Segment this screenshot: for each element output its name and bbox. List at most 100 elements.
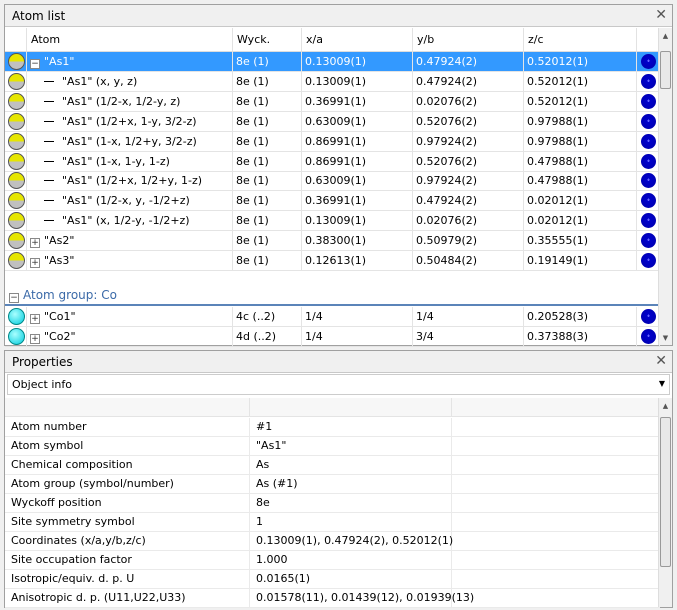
- atom-name-cell[interactable]: + "As2": [27, 231, 233, 251]
- visibility-sphere-icon[interactable]: [641, 113, 656, 129]
- marker-cell[interactable]: [637, 111, 660, 131]
- table-row[interactable]: "As1" (x, y, z) 8e (1) 0.13009(1) 0.47924(2…: [5, 71, 660, 92]
- cell-z: 0.97988(1): [524, 131, 637, 151]
- object-info-dropdown[interactable]: Object info ▼: [7, 374, 670, 395]
- table-row[interactable]: + "Co1" 4c (..2) 1/4 1/4 0.20528(3): [5, 307, 660, 327]
- visibility-sphere-icon[interactable]: [641, 213, 656, 229]
- atom-group-co[interactable]: − Atom group: Co: [5, 284, 660, 306]
- marker-cell[interactable]: [637, 307, 660, 326]
- expand-icon[interactable]: +: [30, 333, 40, 344]
- visibility-sphere-icon[interactable]: [641, 328, 656, 344]
- properties-scrollbar[interactable]: ▲: [658, 398, 672, 607]
- marker-cell[interactable]: [637, 326, 660, 346]
- atom-name-cell[interactable]: "As1" (1/2+x, 1-y, 3/2-z): [27, 111, 233, 131]
- atom-name-cell[interactable]: "As1" (x, y, z): [27, 71, 233, 91]
- atom-name-cell[interactable]: "As1" (1/2-x, y, -1/2+z): [27, 191, 233, 211]
- atom-name-cell[interactable]: "As1" (x, 1/2-y, -1/2+z): [27, 211, 233, 231]
- atom-list-panel: Atom list ✕ Atom Wyck. x/a y/b z/c − "As1"…: [4, 4, 673, 347]
- expand-icon[interactable]: +: [30, 258, 40, 268]
- cell-x: 0.63009(1): [302, 171, 413, 191]
- marker-cell[interactable]: [637, 211, 660, 231]
- table-row[interactable]: "As1" (1-x, 1/2+y, 3/2-z) 8e (1) 0.86991(1…: [5, 131, 660, 152]
- collapse-icon[interactable]: −: [9, 293, 19, 303]
- visibility-sphere-icon[interactable]: [641, 73, 656, 89]
- atom-label: "As1" (x, y, z): [62, 74, 138, 88]
- marker-cell[interactable]: [637, 151, 660, 171]
- expand-icon[interactable]: +: [30, 238, 40, 249]
- atom-name-cell[interactable]: "As1" (1/2-x, 1/2-y, z): [27, 91, 233, 111]
- visibility-sphere-icon[interactable]: [641, 253, 656, 268]
- property-value[interactable]: 0.13009(1), 0.47924(2), 0.52012(1): [250, 532, 453, 550]
- property-row: Anisotropic d. p. (U11,U22,U33) 0.01578(1…: [5, 589, 660, 608]
- table-row[interactable]: "As1" (x, 1/2-y, -1/2+z) 8e (1) 0.13009(1)…: [5, 211, 660, 232]
- table-row[interactable]: "As1" (1/2-x, 1/2-y, z) 8e (1) 0.36991(1) 0…: [5, 91, 660, 112]
- scroll-up-icon[interactable]: ▲: [662, 402, 669, 410]
- header-zc[interactable]: z/c: [524, 28, 637, 51]
- visibility-sphere-icon[interactable]: [641, 233, 656, 249]
- visibility-sphere-icon[interactable]: [641, 153, 656, 169]
- visibility-sphere-icon[interactable]: [641, 309, 656, 324]
- close-icon[interactable]: ✕: [655, 353, 667, 369]
- property-value[interactable]: 8e: [250, 494, 452, 512]
- atom-name-cell[interactable]: + "Co1": [27, 307, 233, 326]
- table-row[interactable]: + "Co2" 4d (..2) 1/4 3/4 0.37388(3): [5, 326, 660, 347]
- header-atom[interactable]: Atom: [27, 28, 233, 51]
- close-icon[interactable]: ✕: [655, 7, 667, 23]
- cell-x: 0.36991(1): [302, 191, 413, 211]
- property-value[interactable]: 1: [250, 513, 452, 531]
- cell-x: 0.38300(1): [302, 231, 413, 251]
- header-yb[interactable]: y/b: [413, 28, 524, 51]
- property-value[interactable]: As (#1): [250, 475, 452, 493]
- property-value[interactable]: 0.01578(11), 0.01439(12), 0.01939(13): [250, 589, 474, 607]
- atom-icon-cell: [5, 171, 27, 191]
- visibility-sphere-icon[interactable]: [641, 54, 656, 69]
- property-value[interactable]: "As1": [250, 437, 452, 455]
- table-row[interactable]: − "As1" 8e (1) 0.13009(1) 0.47924(2) 0.52012(…: [5, 52, 660, 72]
- expand-icon[interactable]: +: [30, 314, 40, 324]
- atom-name-cell[interactable]: "As1" (1-x, 1/2+y, 3/2-z): [27, 131, 233, 151]
- property-value[interactable]: 0.0165(1): [250, 570, 452, 588]
- property-value[interactable]: 1.000: [250, 551, 452, 569]
- marker-cell[interactable]: [637, 231, 660, 251]
- marker-cell[interactable]: [637, 191, 660, 211]
- visibility-sphere-icon[interactable]: [641, 193, 656, 209]
- cell-wyck: 8e (1): [233, 191, 302, 211]
- collapse-icon[interactable]: −: [30, 59, 40, 69]
- visibility-sphere-icon[interactable]: [641, 133, 656, 149]
- atom-icon-cell: [5, 191, 27, 211]
- atom-name-cell[interactable]: "As1" (1/2+x, 1/2+y, 1-z): [27, 171, 233, 191]
- group-label: Atom group: Co: [23, 288, 117, 302]
- table-row[interactable]: "As1" (1-x, 1-y, 1-z) 8e (1) 0.86991(1) 0.5…: [5, 151, 660, 172]
- table-row[interactable]: + "As3" 8e (1) 0.12613(1) 0.50484(2) 0.19149(…: [5, 251, 660, 271]
- marker-cell[interactable]: [637, 71, 660, 91]
- visibility-sphere-icon[interactable]: [641, 173, 656, 189]
- table-row[interactable]: + "As2" 8e (1) 0.38300(1) 0.50979(2) 0.35555(…: [5, 231, 660, 252]
- visibility-sphere-icon[interactable]: [641, 93, 656, 109]
- table-row[interactable]: "As1" (1/2+x, 1-y, 3/2-z) 8e (1) 0.63009(1…: [5, 111, 660, 132]
- scroll-up-icon[interactable]: ▲: [662, 32, 669, 40]
- atom-name-cell[interactable]: "As1" (1-x, 1-y, 1-z): [27, 151, 233, 171]
- property-label: Chemical composition: [5, 456, 250, 474]
- atom-name-cell[interactable]: − "As1": [27, 52, 233, 71]
- property-value[interactable]: As: [250, 456, 452, 474]
- cell-wyck: 4d (..2): [233, 326, 302, 346]
- property-value[interactable]: #1: [250, 418, 452, 436]
- scroll-down-icon[interactable]: ▼: [662, 334, 669, 342]
- table-row[interactable]: "As1" (1/2-x, y, -1/2+z) 8e (1) 0.36991(1)…: [5, 191, 660, 212]
- header-xa[interactable]: x/a: [302, 28, 413, 51]
- atom-name-cell[interactable]: + "Co2": [27, 326, 233, 346]
- scrollbar-thumb[interactable]: [660, 417, 671, 567]
- marker-cell[interactable]: [637, 131, 660, 151]
- cell-y: 0.50484(2): [413, 251, 524, 270]
- scrollbar-thumb[interactable]: [660, 51, 671, 89]
- atom-icon-cell: [5, 211, 27, 231]
- header-wyck[interactable]: Wyck.: [233, 28, 302, 51]
- table-row[interactable]: "As1" (1/2+x, 1/2+y, 1-z) 8e (1) 0.63009(1…: [5, 171, 660, 192]
- atom-name-cell[interactable]: + "As3": [27, 251, 233, 270]
- marker-cell[interactable]: [637, 52, 660, 71]
- marker-cell[interactable]: [637, 171, 660, 191]
- atom-list-scrollbar[interactable]: ▲ ▼: [658, 28, 672, 345]
- marker-cell[interactable]: [637, 91, 660, 111]
- property-label: Wyckoff position: [5, 494, 250, 512]
- marker-cell[interactable]: [637, 251, 660, 270]
